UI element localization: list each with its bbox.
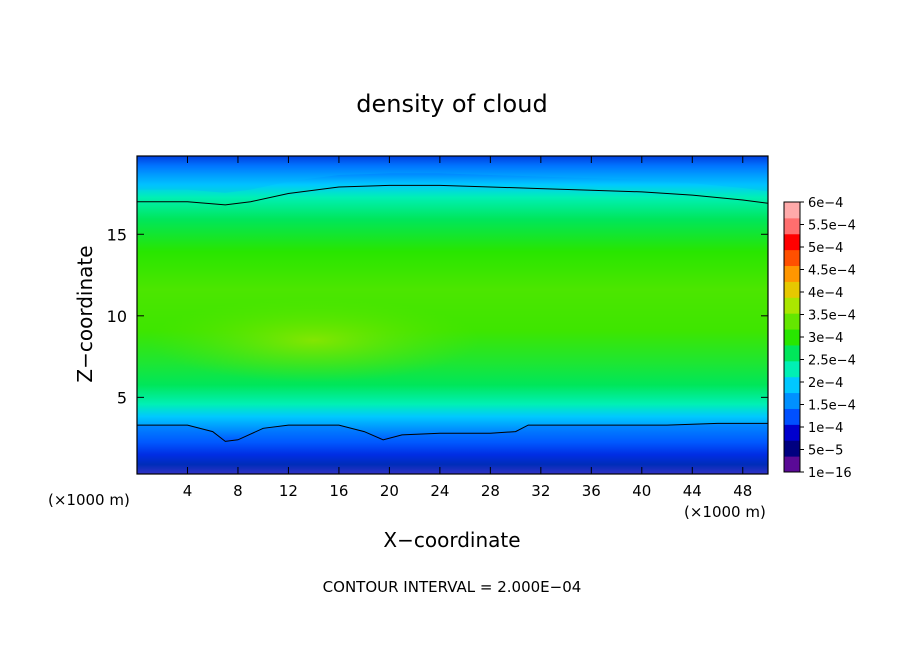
colorbar-swatch xyxy=(784,344,800,362)
colorbar-label: 2e−4 xyxy=(808,376,843,391)
colorbar-swatch xyxy=(784,456,800,473)
colorbar-label: 3e−4 xyxy=(808,331,843,346)
y-tick-label: 5 xyxy=(117,388,127,407)
colorbar-label: 5.5e−4 xyxy=(808,219,856,234)
colorbar-label: 6e−4 xyxy=(808,196,843,211)
x-tick-label: 20 xyxy=(380,482,399,500)
colorbar-label: 4.5e−4 xyxy=(808,264,856,279)
colorbar-swatch xyxy=(784,281,800,298)
x-tick-label: 48 xyxy=(733,482,752,500)
colorbar-swatch xyxy=(784,313,800,330)
x-tick-label: 36 xyxy=(582,482,601,500)
y-axis-label: Z−coordinate xyxy=(73,245,97,382)
x-tick-label: 12 xyxy=(279,482,298,500)
x-tick-label: 32 xyxy=(531,482,550,500)
colorbar-swatch xyxy=(784,202,800,219)
colorbar-swatch xyxy=(784,265,800,282)
x-tick-label: 4 xyxy=(183,482,193,500)
colorbar-swatch xyxy=(784,329,800,346)
x-unit-left: (×1000 m) xyxy=(48,491,130,509)
x-tick-label: 16 xyxy=(329,482,348,500)
contour-line-lower xyxy=(137,422,768,442)
contour-line-upper xyxy=(137,184,768,206)
contour-lines xyxy=(137,184,768,442)
x-unit-right: (×1000 m) xyxy=(684,503,766,521)
colorbar-swatch xyxy=(784,249,800,267)
x-axis: 4 8 12 16 20 24 28 32 36 40 44 48 xyxy=(183,156,752,500)
chart-title: density of cloud xyxy=(356,90,547,118)
lower-region xyxy=(137,423,768,474)
y-axis: 5 10 15 xyxy=(107,225,768,407)
colorbar-label: 1e−4 xyxy=(808,421,843,436)
colorbar-label: 1.5e−4 xyxy=(808,399,856,414)
colorbar-swatch xyxy=(784,217,800,235)
colorbar-label: 2.5e−4 xyxy=(808,354,856,369)
colorbar-swatch xyxy=(784,360,800,378)
x-tick-label: 44 xyxy=(683,482,702,500)
x-tick-label: 28 xyxy=(481,482,500,500)
plot-frame xyxy=(136,155,769,475)
y-tick-label: 15 xyxy=(107,225,127,244)
colorbar-swatch xyxy=(784,408,800,425)
x-axis-label: X−coordinate xyxy=(383,528,520,552)
contour-interval-note: CONTOUR INTERVAL = 2.000E−04 xyxy=(323,578,582,596)
colorbar: 1e−16 5e−5 1e−4 1.5e−4 2e−4 2.5e−4 3e−4 3.5e−4 4… xyxy=(783,196,856,481)
upper-region xyxy=(137,156,768,193)
x-tick-label: 24 xyxy=(430,482,449,500)
colorbar-label: 3.5e−4 xyxy=(808,309,856,324)
colorbar-swatch xyxy=(784,376,800,394)
colorbar-swatch xyxy=(784,424,800,441)
x-tick-label: 40 xyxy=(632,482,651,500)
colorbar-label: 5e−5 xyxy=(808,444,843,459)
colorbar-swatch xyxy=(784,233,800,251)
colorbar-label: 5e−4 xyxy=(808,241,843,256)
colorbar-swatch xyxy=(784,297,800,314)
y-tick-label: 10 xyxy=(107,307,127,326)
plot-area xyxy=(137,156,768,474)
colorbar-swatch xyxy=(784,392,800,409)
colorbar-swatch xyxy=(784,440,800,457)
x-tick-label: 8 xyxy=(233,482,243,500)
colorbar-label: 1e−16 xyxy=(808,466,852,481)
density-core xyxy=(148,298,479,383)
colorbar-label: 4e−4 xyxy=(808,286,843,301)
